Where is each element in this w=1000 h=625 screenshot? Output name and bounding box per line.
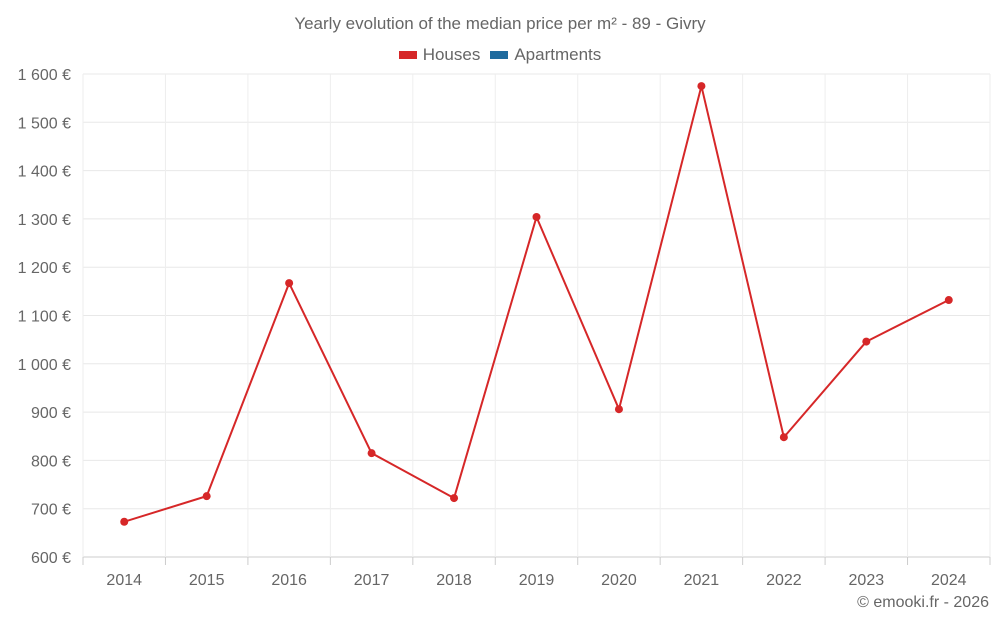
x-tick-label: 2016 [271,572,307,589]
legend-swatch-apartments [490,51,509,59]
chart-title: Yearly evolution of the median price per… [294,14,706,33]
x-tick-label: 2015 [189,572,225,589]
y-tick-label: 1 300 € [18,212,71,229]
x-tick-label: 2021 [684,572,720,589]
legend: Houses Apartments [0,45,1000,65]
data-point-houses [202,492,211,501]
data-point-houses [944,296,953,305]
legend-swatch-houses [398,51,417,59]
legend-item-houses[interactable]: Houses [398,45,481,65]
data-point-houses [697,82,706,91]
y-tick-label: 900 € [31,405,71,422]
y-tick-label: 600 € [31,550,71,567]
legend-label-apartments: Apartments [514,45,602,64]
y-tick-label: 1 500 € [18,115,71,132]
data-point-houses [532,212,541,221]
x-tick-label: 2022 [766,572,802,589]
x-tick-label: 2019 [519,572,555,589]
data-point-houses [862,337,871,346]
data-point-houses [120,517,129,526]
legend-item-apartments[interactable]: Apartments [490,45,601,65]
y-tick-label: 1 600 € [18,67,71,84]
x-tick-label: 2023 [849,572,885,589]
x-tick-label: 2020 [601,572,637,589]
data-point-houses [367,449,376,458]
y-tick-label: 1 100 € [18,309,71,326]
y-tick-label: 700 € [31,502,71,519]
y-tick-label: 1 200 € [18,260,71,277]
legend-label-houses: Houses [422,45,481,64]
y-tick-label: 1 400 € [18,164,71,181]
x-tick-label: 2014 [106,572,142,589]
y-tick-label: 800 € [31,453,71,470]
data-point-houses [779,433,788,442]
credit-text: © emooki.fr - 2026 [857,594,989,611]
data-point-houses [285,279,294,288]
x-tick-label: 2017 [354,572,390,589]
data-point-houses [614,405,623,414]
y-tick-label: 1 000 € [18,357,71,374]
x-tick-label: 2018 [436,572,472,589]
x-tick-label: 2024 [931,572,967,589]
data-point-houses [450,494,459,503]
